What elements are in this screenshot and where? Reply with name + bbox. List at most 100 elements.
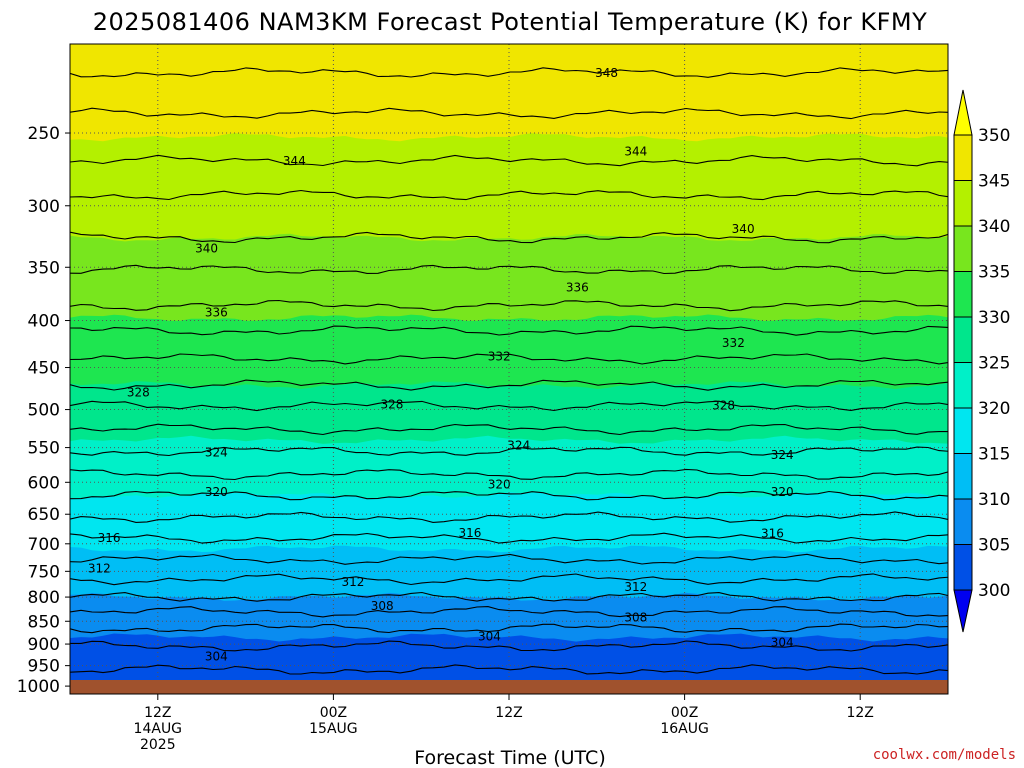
colorbar-swatch (953, 134, 973, 181)
colorbar-label: 335 (978, 263, 1010, 283)
x-tick-label: 2025 (140, 737, 176, 753)
colorbar-label: 340 (978, 217, 1010, 237)
contour-label: 316 (98, 531, 121, 545)
x-tick-label: 00Z (320, 705, 347, 721)
colorbar-swatch (953, 271, 973, 318)
isentrope-324 (70, 446, 948, 457)
colorbar-arrow-top (953, 89, 973, 136)
colorbar-swatch (953, 362, 973, 409)
y-tick-label: 250 (28, 124, 60, 144)
y-tick-label: 1000 (17, 677, 60, 697)
contour-label: 340 (195, 242, 218, 256)
isentrope-322 (70, 468, 948, 481)
contour-label: 304 (205, 649, 228, 663)
x-tick-label: 12Z (846, 705, 873, 721)
colorbar: 300 305 310 315 320 325 330 335 340 345 350 (953, 89, 1010, 633)
contour-label: 344 (283, 154, 306, 168)
y-tick-label: 650 (28, 505, 60, 525)
isentrope-336 (70, 299, 948, 312)
isentrope-334 (70, 325, 948, 336)
contour-label: 320 (771, 485, 794, 499)
contour-label: 340 (732, 222, 755, 236)
isentrope-318 (70, 511, 948, 523)
colorbar-swatch (953, 180, 973, 227)
isentrope-314 (70, 553, 948, 565)
isentrope-326 (70, 423, 948, 436)
contour-label: 304 (771, 635, 794, 649)
isentrope-316 (70, 532, 948, 544)
colorbar-label: 325 (978, 354, 1010, 374)
isentrope-320 (70, 490, 948, 501)
isentrope-contours (70, 67, 948, 675)
colorbar-swatch (953, 498, 973, 545)
y-tick-label: 600 (28, 473, 60, 493)
contour-label: 312 (88, 562, 111, 576)
contour-label: 324 (771, 448, 794, 462)
ground-surface (70, 680, 948, 694)
colorbar-swatch (953, 453, 973, 500)
isentrope-340 (70, 231, 948, 244)
y-tick-label: 300 (28, 197, 60, 217)
isentrope-308 (70, 606, 948, 618)
y-tick-label: 550 (28, 439, 60, 459)
contour-label: 344 (624, 145, 647, 159)
y-tick-label: 500 (28, 401, 60, 421)
credit-text: coolwx.com/models (873, 747, 1016, 763)
contour-label: 336 (566, 280, 589, 294)
x-tick-label: 12Z (495, 705, 522, 721)
isentrope-306 (70, 623, 948, 634)
isentrope-304 (70, 640, 948, 652)
contour-label: 324 (507, 438, 530, 452)
isentrope-338 (70, 264, 948, 275)
x-tick-label: 12Z (144, 705, 171, 721)
band-345 (70, 44, 948, 142)
contour-labels: 348 344 344 340 340 336 336 332 332 328 328 328 324 3… (88, 66, 794, 663)
contour-label: 312 (624, 580, 647, 594)
colorbar-label: 320 (978, 399, 1010, 419)
contour-label: 320 (205, 485, 228, 499)
contour-label: 348 (595, 66, 618, 80)
colorbar-label: 345 (978, 172, 1010, 192)
y-tick-label: 450 (28, 359, 60, 379)
colorbar-swatch (953, 407, 973, 454)
colorbar-label: 305 (978, 536, 1010, 556)
contour-label: 304 (478, 629, 501, 643)
theta-fill-bands (70, 44, 948, 694)
contour-label: 324 (205, 446, 228, 460)
contour-label: 308 (371, 599, 394, 613)
colorbar-swatch (953, 225, 973, 272)
contour-label: 332 (722, 336, 745, 350)
y-tick-label: 400 (28, 312, 60, 332)
isentrope-312 (70, 573, 948, 586)
contour-label: 320 (488, 477, 511, 491)
contour-label: 316 (761, 526, 784, 540)
x-tick-label: 15AUG (309, 721, 358, 737)
contour-label: 328 (380, 398, 403, 412)
y-tick-label: 850 (28, 612, 60, 632)
x-tick-label: 00Z (671, 705, 698, 721)
colorbar-label: 350 (978, 126, 1010, 146)
y-tick-label: 700 (28, 535, 60, 555)
y-tick-label: 950 (28, 657, 60, 677)
isentrope-346 (70, 107, 948, 120)
colorbar-swatch (953, 544, 973, 591)
contour-label: 332 (488, 350, 511, 364)
isentrope-348 (70, 67, 948, 78)
isentrope-310 (70, 591, 948, 602)
colorbar-label: 330 (978, 308, 1010, 328)
y-tick-label: 800 (28, 588, 60, 608)
contour-label: 336 (205, 305, 228, 319)
colorbar-label: 315 (978, 445, 1010, 465)
isentrope-328 (70, 400, 948, 412)
contour-label: 308 (624, 610, 647, 624)
chart-title: 2025081406 NAM3KM Forecast Potential Tem… (93, 8, 928, 36)
y-tick-label: 350 (28, 258, 60, 278)
x-tick-label: 14AUG (134, 721, 183, 737)
isentrope-332 (70, 353, 948, 365)
isentrope-330 (70, 379, 948, 391)
contour-label: 328 (712, 399, 735, 413)
y-tick-label: 900 (28, 635, 60, 655)
colorbar-label: 310 (978, 490, 1010, 510)
